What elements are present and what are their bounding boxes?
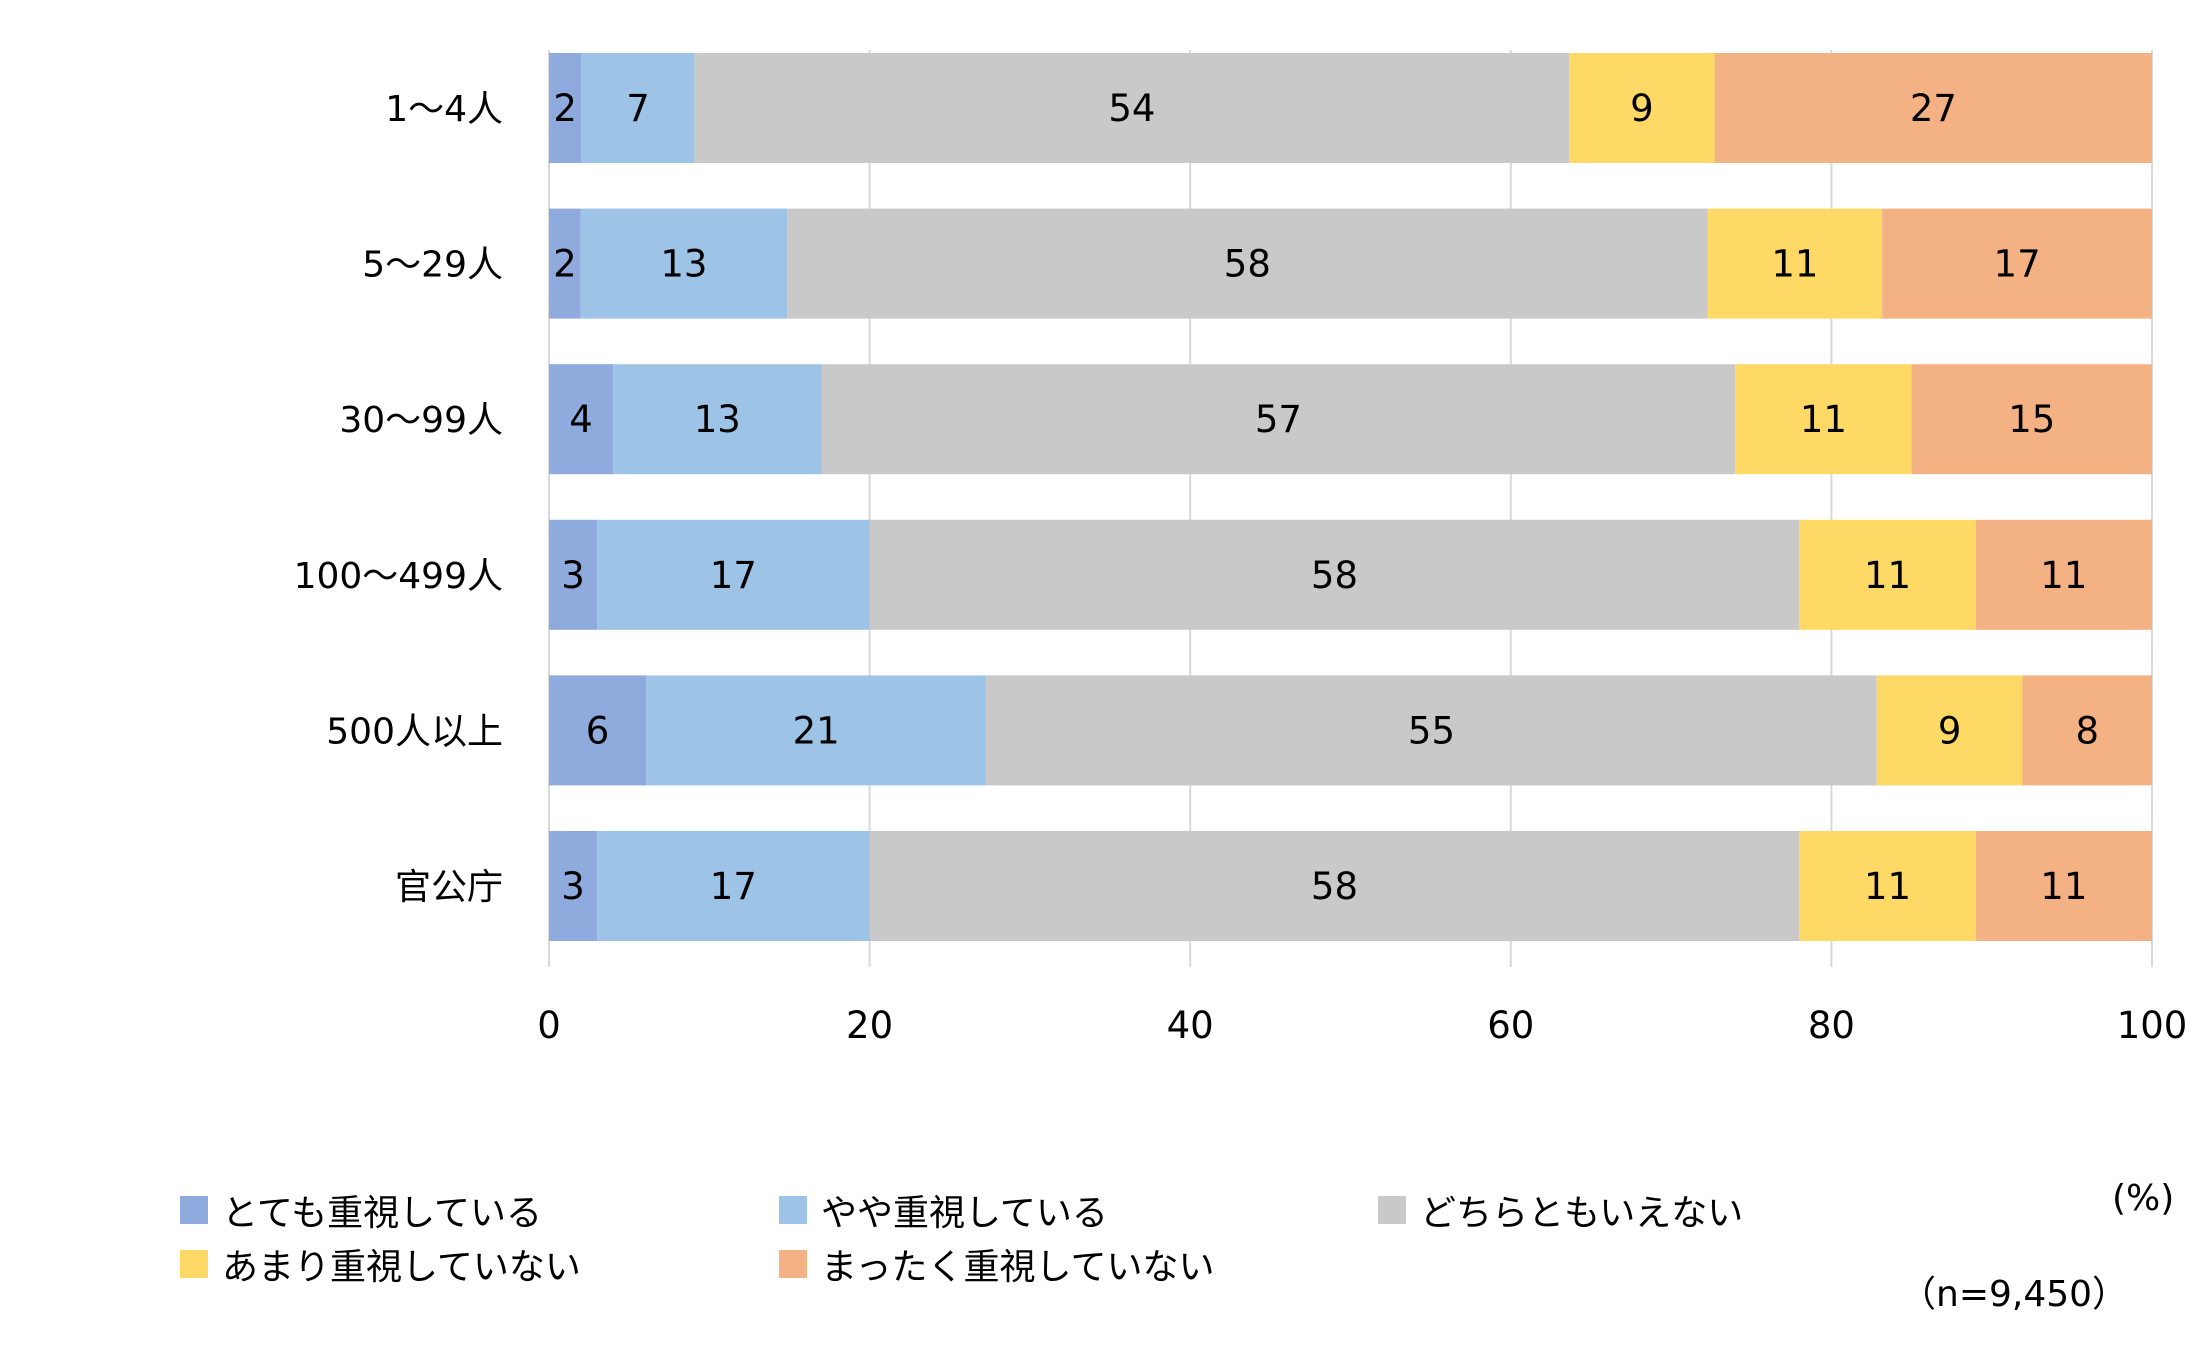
data-label: 2	[553, 243, 577, 286]
data-label: 7	[626, 87, 650, 130]
bar-segment	[869, 519, 1800, 630]
bar-segment	[549, 519, 598, 630]
legend-label: あまり重視していない	[222, 1247, 581, 1288]
legend-item-0: とても重視している	[180, 1184, 542, 1236]
legend-item-1: やや重視している	[779, 1184, 1108, 1236]
legend-label: どちらともいえない	[1420, 1193, 1744, 1234]
category-label: 500人以上	[326, 711, 503, 752]
bar-segment	[1714, 53, 2152, 163]
bar-segment	[646, 675, 987, 786]
data-label: 11	[2040, 554, 2087, 597]
data-label: 11	[1864, 865, 1911, 908]
legend-item-2: どちらともいえない	[1378, 1184, 1743, 1236]
bar-segment	[597, 519, 870, 630]
legend-item-4: まったく重視していない	[779, 1238, 1214, 1290]
category-label: 官公庁	[395, 867, 503, 908]
bar-segment	[1799, 831, 1976, 941]
data-label: 58	[1224, 243, 1271, 286]
x-tick-label: 80	[1808, 1004, 1855, 1047]
bar-segment	[549, 831, 598, 941]
x-tick-label: 60	[1487, 1004, 1534, 1047]
bar-segment	[549, 675, 647, 786]
legend-label: まったく重視していない	[821, 1247, 1215, 1288]
data-label: 2	[553, 87, 577, 130]
bar-segment	[597, 831, 870, 941]
data-label: 6	[586, 709, 610, 752]
data-label: 27	[1910, 87, 1957, 130]
bar-segment	[787, 208, 1708, 319]
x-tick-label: 20	[846, 1004, 893, 1047]
data-label: 11	[1800, 398, 1847, 441]
category-label: 30〜99人	[339, 400, 503, 441]
category-label: 100〜499人	[294, 556, 503, 597]
data-label: 54	[1108, 87, 1155, 130]
bar-segment	[613, 364, 822, 475]
legend-label: やや重視している	[821, 1193, 1108, 1234]
bar-segment	[1975, 831, 2152, 941]
data-label: 11	[1771, 243, 1818, 286]
data-label: 57	[1255, 398, 1302, 441]
legend-swatch	[779, 1196, 807, 1224]
bar-segment	[1876, 675, 2023, 786]
legend-swatch	[1378, 1196, 1406, 1224]
bar-segment	[549, 208, 581, 319]
bar-segment	[1799, 519, 1976, 630]
bar-segment	[580, 208, 788, 319]
bar-segment	[694, 53, 1570, 163]
data-label: 13	[660, 243, 707, 286]
legend-swatch	[180, 1196, 208, 1224]
x-tick-label: 40	[1167, 1004, 1214, 1047]
data-label: 17	[1994, 243, 2041, 286]
bar-segment	[1911, 364, 2152, 475]
bar-segment	[549, 53, 582, 163]
category-label: 5〜29人	[362, 245, 503, 286]
bar-segment	[549, 364, 614, 475]
data-label: 11	[1864, 554, 1911, 597]
bar-segment	[1569, 53, 1715, 163]
data-label: 11	[2040, 865, 2087, 908]
unit-label: (%)	[2112, 1178, 2175, 1219]
data-label: 3	[561, 554, 585, 597]
data-label: 21	[793, 709, 840, 752]
data-label: 3	[561, 865, 585, 908]
data-label: 4	[569, 398, 593, 441]
data-label: 58	[1311, 865, 1358, 908]
bar-segment	[1975, 519, 2152, 630]
bar-segment	[581, 53, 695, 163]
legend-swatch	[180, 1250, 208, 1278]
data-label: 8	[2075, 709, 2099, 752]
bar-segment	[1882, 208, 2152, 319]
data-label: 55	[1408, 709, 1455, 752]
data-label: 9	[1938, 709, 1962, 752]
x-tick-label: 0	[537, 1004, 561, 1047]
data-label: 17	[710, 554, 757, 597]
bar-segment	[2022, 675, 2152, 786]
data-label: 58	[1311, 554, 1358, 597]
data-label: 15	[2008, 398, 2055, 441]
legend-swatch	[779, 1250, 807, 1278]
legend-label: とても重視している	[222, 1193, 543, 1234]
data-label: 13	[694, 398, 741, 441]
category-label: 1〜4人	[385, 89, 503, 130]
bar-segment	[821, 364, 1736, 475]
data-label: 17	[710, 865, 757, 908]
legend-item-3: あまり重視していない	[180, 1238, 581, 1290]
bar-segment	[1735, 364, 1912, 475]
data-label: 9	[1630, 87, 1654, 130]
bar-segment	[1707, 208, 1883, 319]
bar-segment	[869, 831, 1800, 941]
sample-size-label: （n=9,450）	[1900, 1274, 2129, 1315]
bar-segment	[986, 675, 1877, 786]
x-tick-label: 100	[2117, 1004, 2188, 1047]
